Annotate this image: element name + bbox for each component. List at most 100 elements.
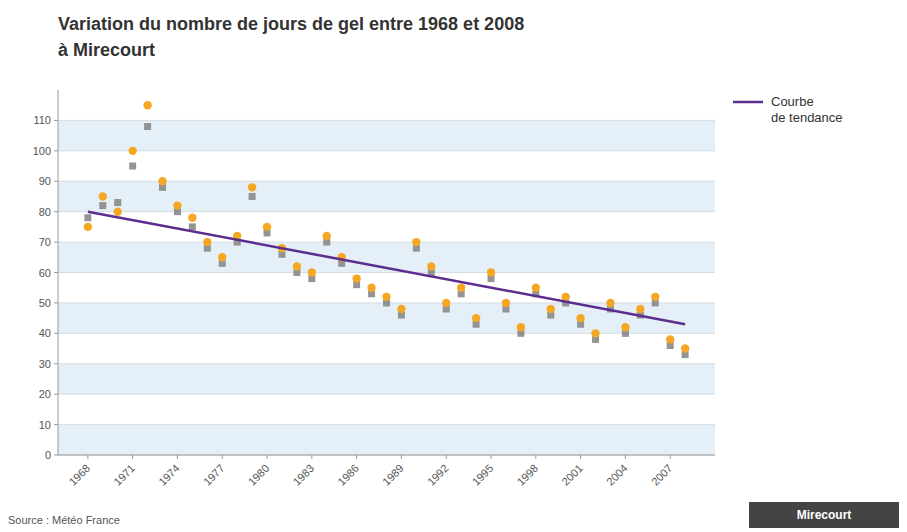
- y-tick: [54, 455, 58, 456]
- axes: 0102030405060708090100110196819711974197…: [33, 90, 715, 488]
- y-tick-label: 70: [39, 236, 51, 248]
- source-text: Source : Météo France: [8, 514, 120, 526]
- scatter-point: [457, 284, 465, 292]
- scatter-point: [606, 299, 614, 307]
- x-tick-label: 2007: [649, 462, 675, 488]
- x-tick-label: 1977: [201, 462, 227, 488]
- scatter-point: [367, 284, 375, 292]
- y-tick-label: 50: [39, 297, 51, 309]
- grid-band: [58, 303, 715, 333]
- scatter-point: [173, 201, 181, 209]
- grid-band: [58, 364, 715, 394]
- x-tick: [132, 455, 133, 459]
- scatter-point: [203, 238, 211, 246]
- scatter-point: [591, 329, 599, 337]
- grid-line: [58, 242, 715, 243]
- grid-line: [58, 394, 715, 395]
- scatter-point: [382, 293, 390, 301]
- scatter-point: [502, 299, 510, 307]
- scatter-point: [84, 223, 92, 231]
- x-tick: [401, 455, 402, 459]
- y-tick-label: 20: [39, 388, 51, 400]
- y-tick: [54, 181, 58, 182]
- x-tick: [177, 455, 178, 459]
- x-tick-label: 1980: [246, 462, 272, 488]
- scatter-point: [666, 335, 674, 343]
- y-tick-label: 0: [45, 449, 51, 461]
- scatter-point: [129, 163, 136, 170]
- y-tick: [54, 272, 58, 273]
- scatter-point: [517, 323, 525, 331]
- x-tick: [491, 455, 492, 459]
- scatter-point: [114, 199, 121, 206]
- y-tick-label: 60: [39, 267, 51, 279]
- y-tick-label: 100: [33, 145, 51, 157]
- scatter-point: [143, 101, 151, 109]
- grid-band: [58, 425, 715, 455]
- x-tick-label: 1992: [425, 462, 451, 488]
- grid-line: [58, 363, 715, 364]
- grid-line: [58, 120, 715, 121]
- x-tick: [311, 455, 312, 459]
- x-tick: [535, 455, 536, 459]
- x-tick: [446, 455, 447, 459]
- x-tick-label: 1998: [514, 462, 540, 488]
- grid-band: [58, 181, 715, 211]
- scatter-point: [547, 305, 555, 313]
- chart-svg: Variation du nombre de jours de gel entr…: [0, 0, 907, 532]
- x-tick-label: 2004: [604, 462, 630, 488]
- x-tick-label: 1995: [470, 462, 496, 488]
- scatter-point: [144, 123, 151, 130]
- legend: Courbede tendance: [733, 94, 843, 125]
- x-tick: [625, 455, 626, 459]
- y-tick-label: 30: [39, 358, 51, 370]
- x-tick-label: 1989: [380, 462, 406, 488]
- scatter-point: [189, 223, 196, 230]
- scatter-point: [128, 147, 136, 155]
- y-tick: [54, 363, 58, 364]
- scatter-point: [308, 268, 316, 276]
- scatter-point: [397, 305, 405, 313]
- plot-area: [84, 101, 690, 358]
- chart-container: Variation du nombre de jours de gel entr…: [0, 0, 907, 532]
- scatter-series: [84, 123, 688, 358]
- scatter-point: [487, 268, 495, 276]
- y-tick: [54, 211, 58, 212]
- y-tick: [54, 424, 58, 425]
- y-tick: [54, 394, 58, 395]
- subtitle: à Mirecourt: [58, 40, 155, 60]
- scatter-point: [621, 323, 629, 331]
- legend-label-line: Courbe: [771, 94, 814, 109]
- scatter-point: [248, 183, 256, 191]
- legend-swatch: [733, 101, 763, 104]
- annotations: Source : Météo France Mirecourt: [8, 502, 899, 528]
- scatter-point: [412, 238, 420, 246]
- credit-box: [749, 502, 899, 528]
- y-tick: [54, 150, 58, 151]
- scatter-point: [681, 344, 689, 352]
- grid-line: [58, 211, 715, 212]
- y-tick: [54, 120, 58, 121]
- scatter-point: [576, 314, 584, 322]
- scatter-point: [114, 207, 122, 215]
- credit-text: Mirecourt: [797, 508, 852, 522]
- x-tick-label: 1986: [335, 462, 361, 488]
- x-tick-label: 1983: [290, 462, 316, 488]
- scatter-point: [532, 284, 540, 292]
- grid: [58, 120, 715, 455]
- scatter-point: [99, 192, 107, 200]
- y-tick-label: 80: [39, 206, 51, 218]
- x-tick: [87, 455, 88, 459]
- scatter-point: [293, 262, 301, 270]
- scatter-point: [651, 293, 659, 301]
- x-tick-label: 1968: [66, 462, 92, 488]
- y-tick: [54, 333, 58, 334]
- scatter-point: [263, 223, 271, 231]
- scatter-point: [352, 274, 360, 282]
- scatter-point: [249, 193, 256, 200]
- x-tick: [670, 455, 671, 459]
- grid-line: [58, 333, 715, 334]
- grid-line: [58, 272, 715, 273]
- x-axis-line: [58, 455, 715, 456]
- x-tick-label: 1971: [111, 462, 137, 488]
